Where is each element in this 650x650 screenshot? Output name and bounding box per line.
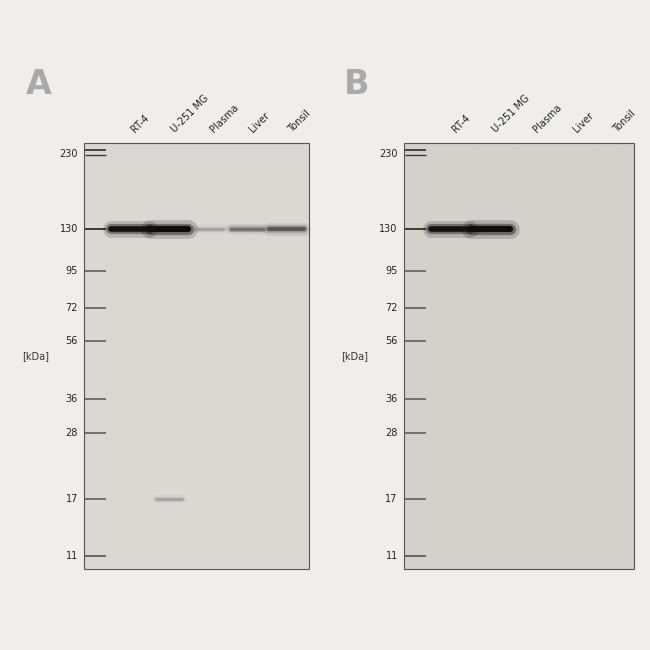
Text: 36: 36 [385,395,398,404]
Text: 36: 36 [66,395,78,404]
Text: Tonsil: Tonsil [287,109,313,135]
Text: 130: 130 [380,224,398,234]
Text: 28: 28 [385,428,398,437]
Text: 95: 95 [385,266,398,276]
Text: 72: 72 [66,302,78,313]
Text: RT-4: RT-4 [450,113,473,135]
Text: 56: 56 [66,336,78,346]
Text: Liver: Liver [571,111,595,135]
Text: [kDa]: [kDa] [22,351,49,361]
Text: 230: 230 [60,149,78,159]
Text: 95: 95 [66,266,78,276]
Text: Plasma: Plasma [208,103,240,135]
Text: RT-4: RT-4 [130,113,151,135]
Text: U-251 MG: U-251 MG [169,94,210,135]
Text: 72: 72 [385,302,398,313]
Text: [kDa]: [kDa] [341,351,368,361]
FancyBboxPatch shape [84,142,309,569]
FancyBboxPatch shape [404,142,634,569]
Text: 11: 11 [385,551,398,562]
Text: Tonsil: Tonsil [611,109,637,135]
Text: 28: 28 [66,428,78,437]
Text: 230: 230 [380,149,398,159]
Text: A: A [25,68,51,101]
Text: 17: 17 [66,494,78,504]
Text: Liver: Liver [248,111,272,135]
Text: B: B [344,68,369,101]
Text: 17: 17 [385,494,398,504]
Text: 130: 130 [60,224,78,234]
Text: 11: 11 [66,551,78,562]
Text: Plasma: Plasma [531,103,563,135]
Text: U-251 MG: U-251 MG [491,94,532,135]
Text: 56: 56 [385,336,398,346]
